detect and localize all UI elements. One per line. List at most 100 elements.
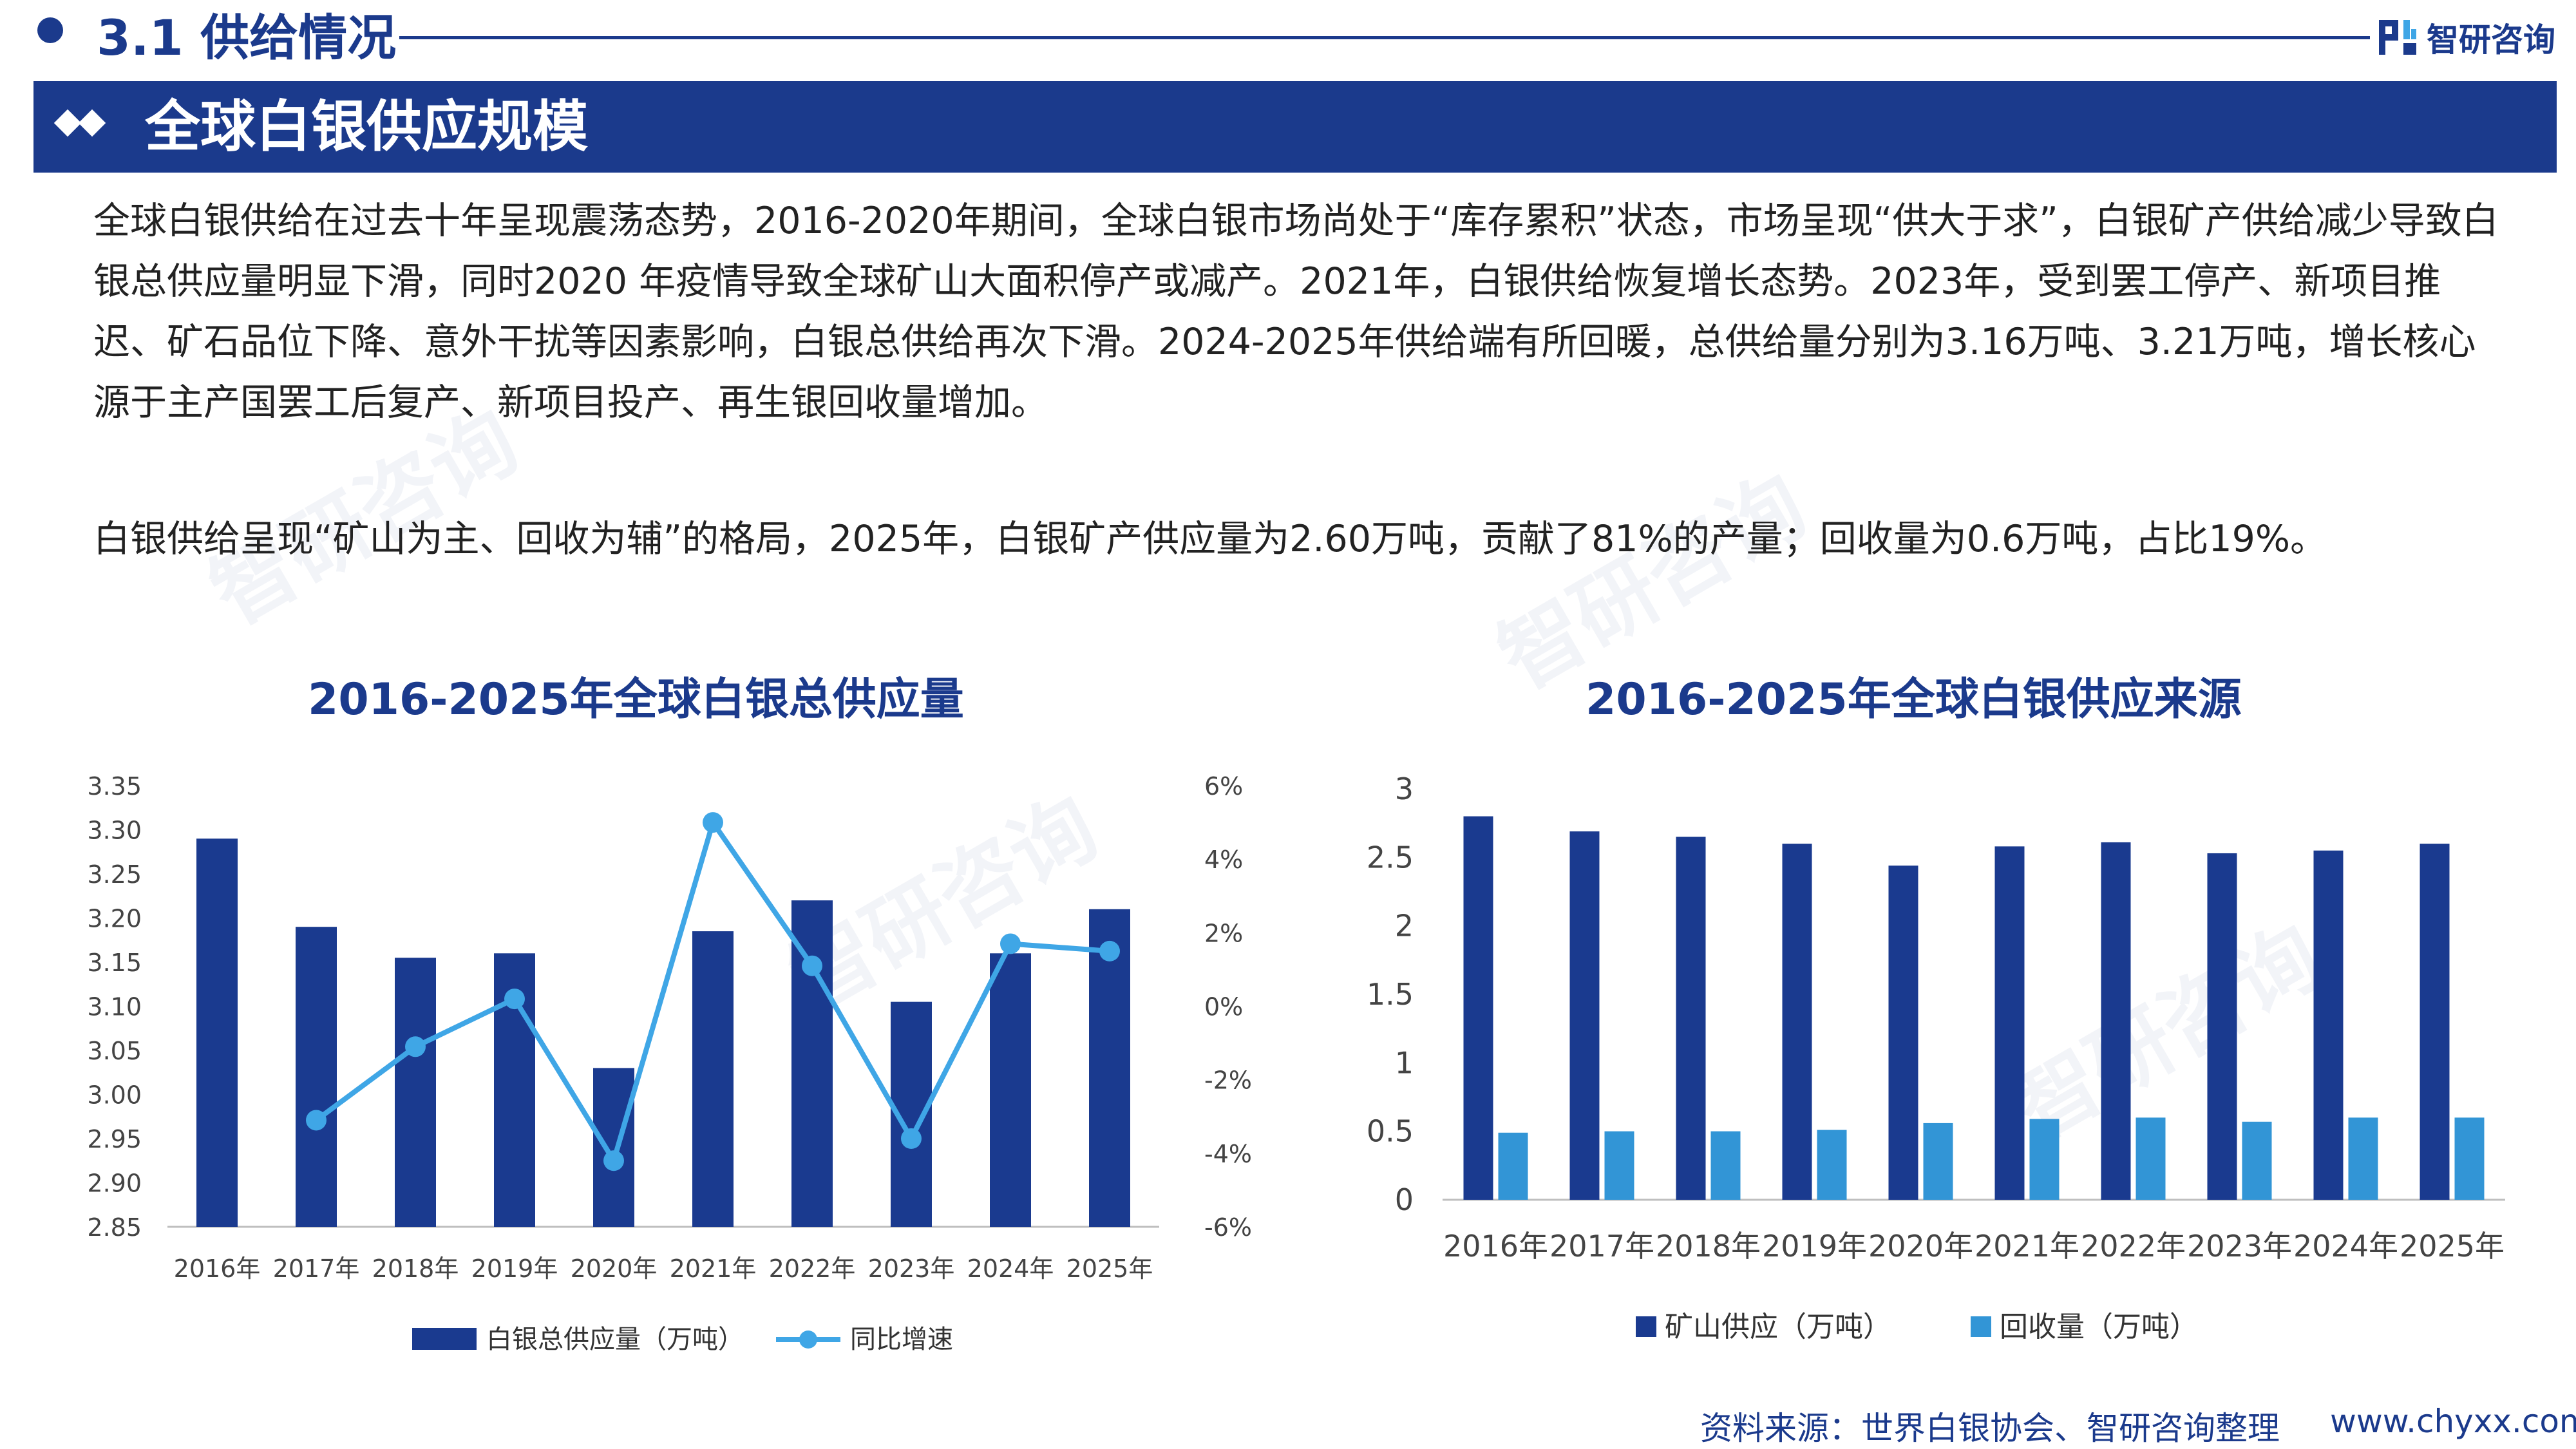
x-tick-label: 2021年 xyxy=(670,1255,757,1283)
legend-recycling-label: 回收量（万吨） xyxy=(2000,1311,2198,1343)
supply-bar xyxy=(196,838,238,1227)
supply-bar xyxy=(791,900,833,1227)
y-tick-label: 2.5 xyxy=(1367,840,1414,875)
x-tick-label: 2016年 xyxy=(1443,1229,1548,1264)
x-tick-label: 2025年 xyxy=(2400,1229,2505,1264)
legend-mine-label: 矿山供应（万吨） xyxy=(1665,1311,1891,1343)
y-left-tick-label: 2.95 xyxy=(87,1125,142,1153)
growth-point xyxy=(405,1036,426,1057)
legend-line-label: 同比增速 xyxy=(850,1325,953,1354)
banner-title: 全球白银供应规模 xyxy=(145,95,588,159)
supply-bar xyxy=(692,931,734,1227)
mine-supply-bar xyxy=(1782,844,1812,1200)
paragraph-supply-trend: 全球白银供给在过去十年呈现震荡态势，2016-2020年期间，全球白银市场尚处于… xyxy=(93,200,2499,424)
x-tick-label: 2022年 xyxy=(769,1255,856,1283)
y-left-tick-label: 3.10 xyxy=(87,993,142,1021)
mine-supply-bar xyxy=(1569,831,1600,1200)
supply-bar xyxy=(395,958,436,1227)
header-divider xyxy=(399,36,2370,39)
growth-point xyxy=(901,1128,922,1149)
legend-bar-swatch xyxy=(412,1328,477,1350)
growth-point xyxy=(1099,940,1120,961)
paragraph-supply-structure: 白银供给呈现“矿山为主、回收为辅”的格局，2025年，白银矿产供应量为2.60万… xyxy=(93,518,2327,560)
recycling-bar xyxy=(2348,1117,2378,1200)
chart-title-total-supply: 2016-2025年全球白银总供应量 xyxy=(308,674,964,725)
y-right-tick-label: -4% xyxy=(1204,1140,1252,1168)
mine-supply-bar xyxy=(1994,846,2025,1200)
y-left-tick-label: 2.85 xyxy=(87,1213,142,1242)
y-left-tick-label: 3.30 xyxy=(87,817,142,845)
legend-mine-swatch xyxy=(1636,1316,1656,1337)
title-banner xyxy=(33,81,2557,173)
recycling-bar xyxy=(2029,1119,2060,1200)
growth-point xyxy=(1000,933,1021,954)
supply-bar xyxy=(990,953,1031,1227)
recycling-bar xyxy=(1710,1131,1741,1200)
recycling-bar xyxy=(2454,1117,2485,1200)
x-tick-label: 2020年 xyxy=(571,1255,658,1283)
y-left-tick-label: 2.90 xyxy=(87,1170,142,1198)
recycling-bar xyxy=(1923,1122,1953,1200)
mine-supply-bar xyxy=(1888,866,1918,1200)
mine-supply-bar xyxy=(1463,816,1493,1200)
y-left-tick-label: 3.00 xyxy=(87,1081,142,1110)
y-right-tick-label: 6% xyxy=(1204,772,1243,800)
y-right-tick-label: 4% xyxy=(1204,846,1243,874)
section-bullet-icon xyxy=(37,17,63,43)
x-tick-label: 2025年 xyxy=(1066,1255,1153,1283)
x-tick-label: 2017年 xyxy=(273,1255,360,1283)
supply-bar xyxy=(1089,909,1130,1227)
x-tick-label: 2019年 xyxy=(1762,1229,1867,1264)
supply-bar xyxy=(296,927,337,1227)
source-note: 资料来源：世界白银协会、智研咨询整理 xyxy=(1700,1410,2280,1447)
growth-point xyxy=(603,1150,624,1171)
y-tick-label: 0.5 xyxy=(1367,1114,1414,1149)
logo-text: 智研咨询 xyxy=(2427,21,2555,59)
recycling-bar xyxy=(2136,1117,2166,1200)
x-tick-label: 2020年 xyxy=(1868,1229,1973,1264)
growth-point xyxy=(306,1110,327,1131)
logo-icon xyxy=(2379,20,2416,55)
x-tick-label: 2023年 xyxy=(868,1255,955,1283)
x-tick-label: 2021年 xyxy=(1975,1229,2079,1264)
y-right-tick-label: -2% xyxy=(1204,1066,1252,1095)
recycling-bar xyxy=(1817,1130,1847,1200)
recycling-bar xyxy=(1604,1131,1634,1200)
y-right-tick-label: 0% xyxy=(1204,993,1243,1021)
y-left-tick-label: 3.25 xyxy=(87,860,142,889)
mine-supply-bar xyxy=(2101,842,2131,1200)
growth-point xyxy=(802,955,822,976)
total-supply-chart: 2.85 2.90 2.95 3.00 3.05 3.10 3.15 3.20 3.25 3.30… xyxy=(87,772,1252,1354)
x-tick-label: 2016年 xyxy=(174,1255,261,1283)
recycling-bar xyxy=(2242,1121,2272,1200)
section-title: 3.1 供给情况 xyxy=(97,9,397,66)
y-right-tick-label: 2% xyxy=(1204,919,1243,947)
x-tick-label: 2022年 xyxy=(2081,1229,2186,1264)
legend-recycling-swatch xyxy=(1971,1316,1991,1337)
mine-supply-bar xyxy=(2207,853,2237,1200)
logo: 智研咨询 xyxy=(2376,14,2555,61)
website-link[interactable]: www.chyxx.com xyxy=(2330,1403,2576,1440)
mine-supply-bar xyxy=(2313,850,2344,1200)
x-tick-label: 2024年 xyxy=(2293,1229,2398,1264)
mine-supply-bar xyxy=(2420,844,2450,1200)
legend-line-marker xyxy=(799,1331,817,1349)
y-left-tick-label: 3.05 xyxy=(87,1037,142,1065)
y-tick-label: 1 xyxy=(1395,1045,1414,1080)
recycling-bar xyxy=(1498,1132,1528,1200)
y-right-tick-label: -6% xyxy=(1204,1213,1252,1242)
x-tick-label: 2024年 xyxy=(967,1255,1054,1283)
y-tick-label: 1.5 xyxy=(1367,977,1414,1012)
chart-title-supply-sources: 2016-2025年全球白银供应来源 xyxy=(1586,674,2242,725)
legend-bar-label: 白银总供应量（万吨） xyxy=(486,1325,744,1354)
y-left-tick-label: 3.15 xyxy=(87,949,142,977)
y-tick-label: 0 xyxy=(1395,1182,1414,1217)
mine-supply-bar xyxy=(1676,837,1706,1200)
y-tick-label: 3 xyxy=(1395,772,1414,806)
x-tick-label: 2023年 xyxy=(2187,1229,2292,1264)
x-tick-label: 2018年 xyxy=(372,1255,459,1283)
x-tick-label: 2018年 xyxy=(1656,1229,1761,1264)
y-left-tick-label: 3.20 xyxy=(87,905,142,933)
x-tick-label: 2017年 xyxy=(1549,1229,1654,1264)
